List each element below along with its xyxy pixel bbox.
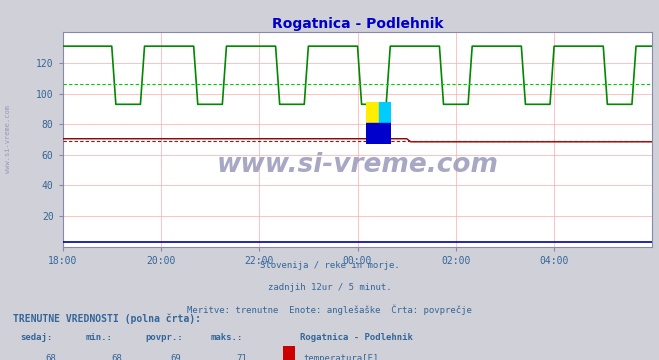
Text: 68: 68	[45, 354, 56, 360]
Text: zadnjih 12ur / 5 minut.: zadnjih 12ur / 5 minut.	[268, 283, 391, 292]
Bar	[379, 102, 391, 123]
Text: povpr.:: povpr.:	[145, 333, 183, 342]
Bar	[366, 123, 391, 144]
Text: maks.:: maks.:	[211, 333, 243, 342]
Text: sedaj:: sedaj:	[20, 333, 52, 342]
Text: 69: 69	[171, 354, 181, 360]
Text: www.si-vreme.com: www.si-vreme.com	[5, 105, 11, 174]
Text: temperatura[F]: temperatura[F]	[303, 354, 378, 360]
Text: 71: 71	[237, 354, 247, 360]
Text: www.si-vreme.com: www.si-vreme.com	[217, 152, 498, 178]
Title: Rogatnica - Podlehnik: Rogatnica - Podlehnik	[272, 17, 444, 31]
Text: TRENUTNE VREDNOSTI (polna črta):: TRENUTNE VREDNOSTI (polna črta):	[13, 313, 201, 324]
Text: Slovenija / reke in morje.: Slovenija / reke in morje.	[260, 261, 399, 270]
Text: Meritve: trenutne  Enote: anglešaške  Črta: povprečje: Meritve: trenutne Enote: anglešaške Črta…	[187, 304, 472, 315]
Text: min.:: min.:	[86, 333, 113, 342]
Text: Rogatnica - Podlehnik: Rogatnica - Podlehnik	[300, 333, 413, 342]
Text: 68: 68	[111, 354, 122, 360]
Bar	[366, 102, 379, 123]
